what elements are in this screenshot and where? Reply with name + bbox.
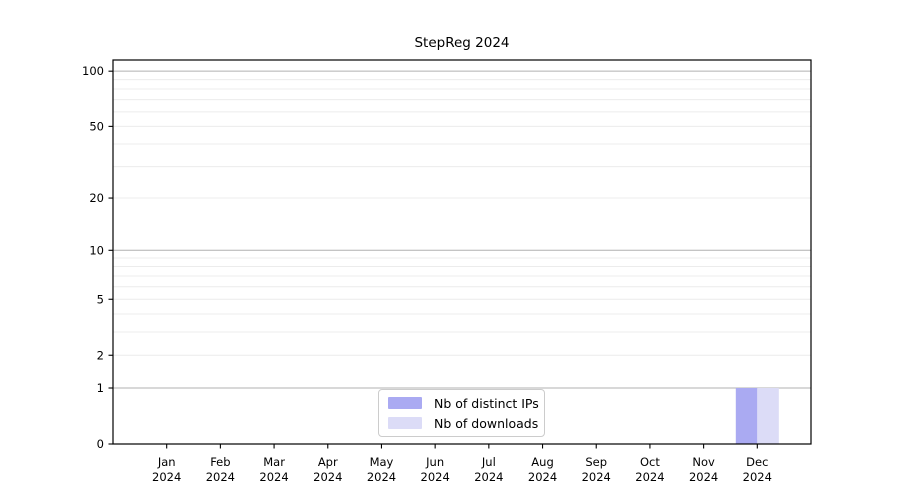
x-tick-label-month: Jul [481, 455, 496, 469]
y-tick-label: 50 [89, 119, 104, 133]
y-tick-label: 0 [97, 437, 104, 451]
x-tick-label-year: 2024 [582, 470, 611, 484]
bar-nb-of-distinct-ips [735, 388, 758, 444]
y-tick-label: 2 [97, 348, 104, 362]
x-tick-label-month: Aug [531, 455, 553, 469]
x-tick-label-year: 2024 [474, 470, 503, 484]
y-tick-label: 10 [89, 243, 104, 257]
x-tick-label-year: 2024 [743, 470, 772, 484]
legend-swatch-downloads [388, 417, 422, 429]
x-tick-label-year: 2024 [206, 470, 235, 484]
y-tick-label: 100 [82, 64, 104, 78]
x-tick-label-month: Jan [157, 455, 176, 469]
legend-swatch-distinct-ips [388, 397, 422, 409]
y-tick-label: 5 [97, 292, 104, 306]
x-tick-label-year: 2024 [528, 470, 557, 484]
x-tick-label-year: 2024 [367, 470, 396, 484]
x-tick-label-month: Nov [692, 455, 715, 469]
chart-title: StepReg 2024 [414, 35, 510, 51]
x-tick-label-month: May [370, 455, 394, 469]
legend-label-downloads: Nb of downloads [434, 415, 539, 431]
x-tick-label-month: Jun [425, 455, 444, 469]
x-tick-label-month: Apr [318, 455, 338, 469]
legend-item-distinct-ips: Nb of distinct IPs [388, 395, 544, 411]
x-tick-label-year: 2024 [421, 470, 450, 484]
y-tick-label: 1 [97, 381, 104, 395]
x-tick-label-year: 2024 [259, 470, 288, 484]
x-tick-label-year: 2024 [313, 470, 342, 484]
x-tick-label-month: Mar [263, 455, 285, 469]
x-tick-label-year: 2024 [689, 470, 718, 484]
legend: Nb of distinct IPs Nb of downloads [378, 389, 545, 437]
x-tick-label-month: Feb [210, 455, 230, 469]
x-tick-label-year: 2024 [152, 470, 181, 484]
x-tick-label-month: Oct [640, 455, 660, 469]
legend-label-distinct-ips: Nb of distinct IPs [434, 395, 539, 411]
y-tick-label: 20 [89, 191, 104, 205]
x-tick-label-month: Dec [746, 455, 768, 469]
bar-nb-of-downloads [757, 388, 779, 444]
x-tick-label-year: 2024 [635, 470, 664, 484]
x-tick-label-month: Sep [585, 455, 607, 469]
axis-frame [112, 59, 812, 445]
legend-item-downloads: Nb of downloads [388, 415, 544, 431]
